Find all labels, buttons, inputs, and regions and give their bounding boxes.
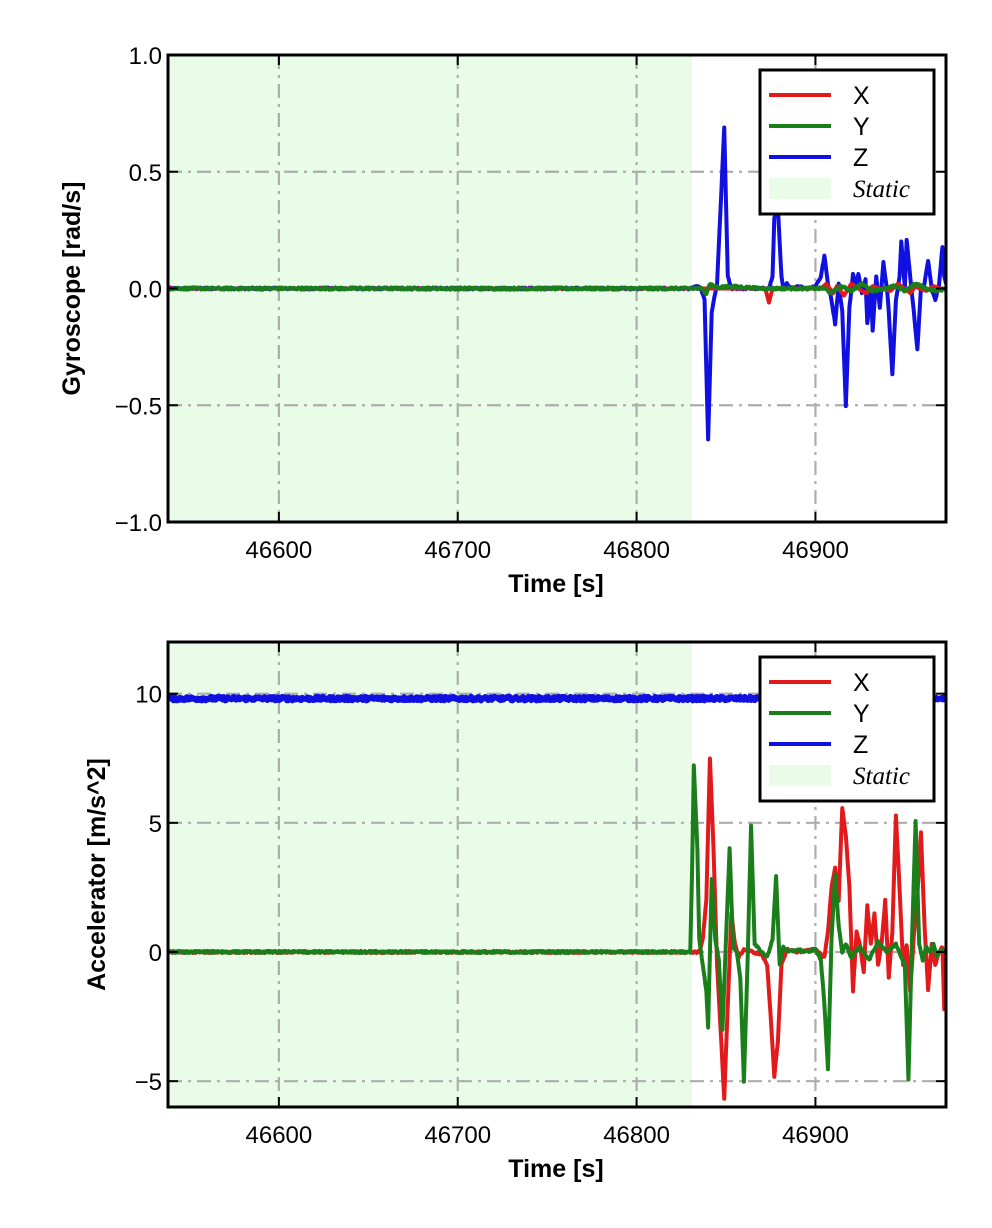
accel-ytick-label-2: 5 bbox=[149, 811, 162, 838]
accel-legend-label-static: Static bbox=[853, 763, 910, 790]
gyro-xtick-label-0: 46600 bbox=[246, 537, 313, 564]
gyro-ytick-label-1: −0.5 bbox=[115, 393, 162, 420]
gyro-ytick-label-0: −1.0 bbox=[115, 510, 162, 537]
gyro-series-y-line bbox=[168, 281, 946, 296]
gyro-ytick-label-3: 0.5 bbox=[129, 160, 162, 187]
accel-axes-frame bbox=[166, 640, 948, 1109]
accel-xtick-label-0: 46600 bbox=[246, 1122, 313, 1149]
gyro-x-axis-label: Time [s] bbox=[508, 570, 603, 598]
gyro-ytick-label-2: 0.0 bbox=[129, 277, 162, 304]
accel-legend-label-z: Z bbox=[853, 731, 868, 759]
gyro-legend-label-y: Y bbox=[853, 113, 870, 141]
accel-xtick-label-1: 46700 bbox=[424, 1122, 491, 1149]
gyro-ytick-label-4: 1.0 bbox=[129, 43, 162, 70]
gyro-y-axis-label: Gyroscope [rad/s] bbox=[58, 182, 86, 396]
accel-panel: 46600 46700 46800 46900 −5 0 5 10 Time [s] Accele… bbox=[83, 640, 948, 1183]
accel-legend-label-y: Y bbox=[853, 700, 870, 728]
gyro-xtick-label-1: 46700 bbox=[424, 537, 491, 564]
accel-x-axis-label: Time [s] bbox=[508, 1155, 603, 1183]
gyro-legend-swatch-static bbox=[769, 178, 831, 199]
gyro-legend-label-z: Z bbox=[853, 144, 868, 172]
accel-ytick-label-3: 10 bbox=[135, 682, 162, 709]
accel-ytick-label-0: −5 bbox=[135, 1069, 162, 1096]
accel-legend-label-x: X bbox=[853, 669, 870, 697]
accel-legend-swatch-static bbox=[769, 765, 831, 786]
gyro-legend-label-static: Static bbox=[853, 176, 910, 203]
accel-legend: XYZ Static bbox=[758, 655, 936, 803]
gyro-legend: XYZ Static bbox=[758, 68, 936, 216]
gyro-xtick-label-2: 46800 bbox=[603, 537, 670, 564]
accel-y-axis-label: Accelerator [m/s^2] bbox=[83, 758, 111, 991]
accel-series-y-line bbox=[168, 763, 946, 1084]
accel-xtick-label-3: 46900 bbox=[782, 1122, 849, 1149]
accel-ytick-label-1: 0 bbox=[149, 940, 162, 967]
gyro-legend-label-x: X bbox=[853, 82, 870, 110]
gyro-panel: 46600 46700 46800 46900 −1.0 −0.5 0.0 0.5 1.0 Tim… bbox=[58, 43, 948, 598]
gyro-xtick-label-3: 46900 bbox=[782, 537, 849, 564]
accel-xtick-label-2: 46800 bbox=[603, 1122, 670, 1149]
accel-static-region bbox=[168, 642, 693, 1107]
